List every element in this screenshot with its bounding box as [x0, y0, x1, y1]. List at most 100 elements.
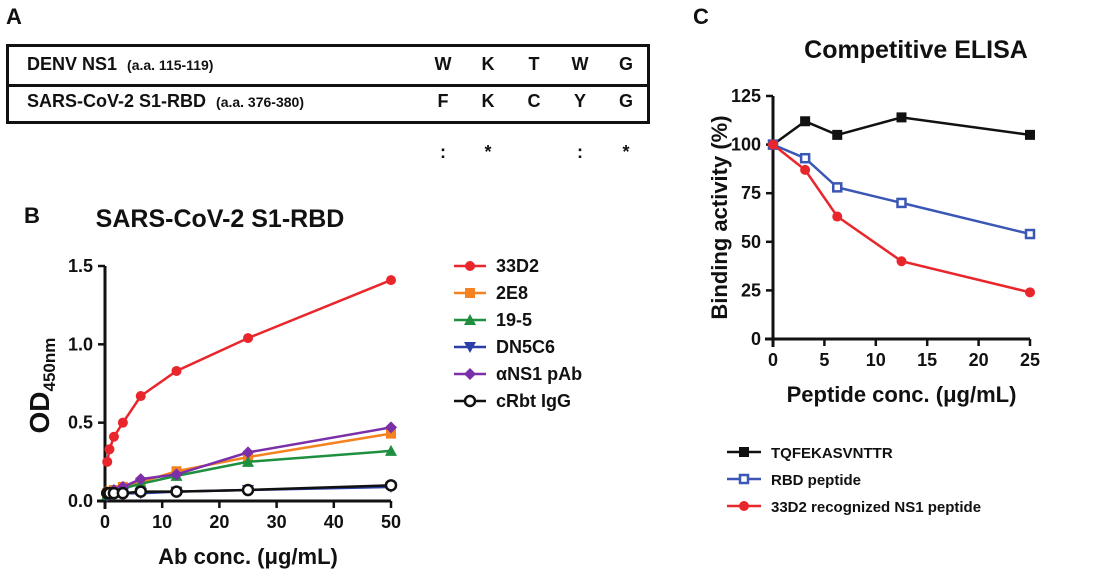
- x-axis-label: Ab conc. (μg/mL): [158, 544, 338, 569]
- alignment-row-denv: DENV NS1 (a.a. 115-119) W K T W G: [9, 47, 647, 87]
- data-point: [170, 468, 183, 481]
- residue: W: [571, 54, 589, 74]
- alignment-row-sars: SARS-CoV-2 S1-RBD (a.a. 376-380) F K C Y …: [9, 84, 647, 121]
- data-point: [385, 444, 397, 456]
- y-tick-label: 50: [741, 232, 761, 252]
- legend-marker: [464, 314, 476, 325]
- y-axis-label-subscript: 450nm: [40, 338, 59, 392]
- legend-label: 19-5: [496, 310, 532, 330]
- legend-marker: [739, 501, 749, 511]
- x-tick-label: 10: [866, 350, 886, 370]
- data-point: [1024, 228, 1036, 240]
- x-tick-label: 50: [381, 512, 401, 532]
- y-axis-label: OD450nm: [24, 338, 59, 434]
- data-point: [170, 485, 183, 498]
- x-axis-label: Peptide conc. (μg/mL): [787, 382, 1017, 407]
- data-point: [241, 483, 255, 497]
- panel-label-a: A: [6, 4, 22, 29]
- legend-label: DN5C6: [496, 337, 555, 357]
- data-point: [832, 129, 843, 140]
- x-tick-label: 0: [100, 512, 110, 532]
- y-tick-label: 1.0: [68, 334, 93, 354]
- y-tick-label: 1.5: [68, 256, 93, 276]
- legend-label: 2E8: [496, 283, 528, 303]
- y-axis-label: Binding activity (%): [707, 115, 732, 319]
- conservation-mark: *: [622, 142, 630, 162]
- legend-label: cRbt IgG: [496, 391, 571, 411]
- y-axis-label-main: OD: [24, 392, 55, 434]
- legend-marker: [738, 473, 750, 485]
- data-point: [799, 152, 811, 164]
- data-point: [896, 256, 907, 267]
- x-tick-label: 15: [917, 350, 937, 370]
- legend-label: 33D2: [496, 256, 539, 276]
- data-point: [386, 275, 396, 286]
- data-point: [800, 116, 811, 127]
- data-point: [896, 197, 907, 209]
- series-line-1: [772, 143, 1031, 236]
- sequence-name: SARS-CoV-2 S1-RBD: [27, 91, 207, 111]
- data-point: [768, 139, 778, 150]
- x-tick-label: 0: [768, 350, 778, 370]
- residue: G: [618, 54, 633, 74]
- alignment-row-name: SARS-CoV-2 S1-RBD (a.a. 376-380): [27, 91, 304, 112]
- data-point: [832, 182, 843, 193]
- residue: T: [528, 54, 540, 74]
- series-line-2: [772, 143, 1031, 294]
- y-tick-label: 100: [731, 135, 761, 155]
- sequence-name: DENV NS1: [27, 54, 118, 74]
- y-tick-label: 0.0: [68, 491, 93, 511]
- x-tick-label: 40: [324, 512, 344, 532]
- data-point: [134, 485, 147, 498]
- data-point: [242, 446, 254, 459]
- y-tick-label: 0: [751, 329, 761, 349]
- legend-marker: [465, 288, 475, 298]
- panel-label-b: B: [24, 203, 40, 228]
- legend-label: TQFEKASVNTTR: [771, 445, 893, 462]
- chart-title: SARS-CoV-2 S1-RBD: [96, 205, 345, 233]
- x-tick-label: 10: [152, 512, 172, 532]
- residue: Y: [573, 91, 586, 111]
- y-tick-label: 75: [741, 183, 761, 203]
- data-point: [171, 365, 182, 376]
- data-point: [386, 428, 396, 439]
- residue: K: [481, 54, 495, 74]
- data-point: [108, 431, 119, 442]
- data-point: [135, 391, 146, 402]
- panel-label-c: C: [693, 4, 709, 29]
- data-point: [1025, 129, 1035, 140]
- data-point: [104, 444, 115, 455]
- conservation-mark: *: [484, 142, 492, 162]
- legend-label: RBD peptide: [771, 472, 861, 489]
- x-tick-label: 20: [969, 350, 989, 370]
- residue: K: [481, 91, 495, 111]
- sequence-range: (a.a. 115-119): [127, 57, 214, 73]
- residue: G: [618, 91, 633, 111]
- data-point: [242, 455, 254, 467]
- legend-label: 33D2 recognized NS1 peptide: [771, 499, 981, 516]
- legend-marker: [464, 368, 476, 380]
- legend-marker: [465, 261, 475, 271]
- x-tick-label: 5: [819, 350, 829, 370]
- x-tick-label: 30: [267, 512, 287, 532]
- data-point: [134, 473, 147, 486]
- data-point: [832, 211, 843, 222]
- data-point: [116, 486, 130, 500]
- y-tick-label: 25: [741, 280, 761, 300]
- residue: W: [434, 54, 452, 74]
- alignment-row-name: DENV NS1 (a.a. 115-119): [27, 54, 213, 75]
- residue: F: [437, 91, 449, 111]
- data-point: [800, 164, 811, 175]
- legend-label: αNS1 pAb: [496, 364, 582, 384]
- chart-title: Competitive ELISA: [804, 36, 1028, 64]
- y-tick-label: 0.5: [68, 413, 93, 433]
- x-tick-label: 25: [1020, 350, 1040, 370]
- y-tick-label: 125: [731, 86, 761, 106]
- conservation-mark: :: [577, 142, 583, 162]
- legend-marker: [464, 342, 476, 353]
- legend-marker: [739, 447, 749, 457]
- data-point: [896, 112, 907, 123]
- data-point: [102, 456, 113, 467]
- residue: C: [527, 91, 541, 111]
